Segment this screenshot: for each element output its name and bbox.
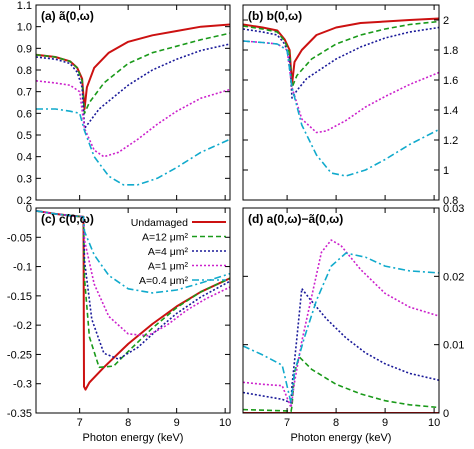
y-tick-label: 0.5 (17, 130, 32, 142)
plot-frame (242, 207, 440, 414)
y-tick-label: 0 (26, 203, 32, 215)
series-line (36, 209, 230, 391)
x-axis-title: Photon energy (keV) (83, 432, 184, 444)
legend-label: A=1 μm² (148, 261, 189, 273)
x-axis-title: Photon energy (keV) (291, 432, 392, 444)
series-line (243, 40, 439, 134)
y-tick-label: 0.8 (17, 65, 32, 77)
y-tick-label: 0.02 (443, 271, 464, 283)
panel-a (35, 4, 231, 201)
y-tick-label: 0.01 (443, 340, 464, 352)
y-tick-label: 0.7 (17, 87, 32, 99)
panel-title: (a) ã(0,ω) (41, 9, 94, 23)
x-tick-label: 9 (382, 417, 388, 429)
y-tick-label: 1.8 (443, 45, 458, 57)
y-tick-label: 1.6 (443, 75, 458, 87)
y-tick-label: -0.25 (7, 349, 32, 361)
y-tick-label: -0.15 (7, 291, 32, 303)
y-tick-label: 0.9 (17, 43, 32, 55)
y-tick-label: 0.03 (443, 203, 464, 215)
series-line (36, 210, 230, 337)
plot-frame (242, 4, 440, 201)
panel-c (35, 207, 231, 414)
legend-label: Undamaged (131, 217, 188, 229)
x-tick-label: 7 (77, 417, 83, 429)
series-line (243, 17, 439, 86)
series-line (243, 20, 439, 89)
series-line (243, 26, 439, 99)
panel-title: (c) c(0,ω) (41, 212, 94, 226)
x-tick-label: 10 (219, 417, 231, 429)
series-line (36, 210, 230, 360)
series-line (36, 32, 230, 115)
x-tick-label: 9 (174, 417, 180, 429)
series-line (36, 210, 230, 294)
series-line (243, 40, 439, 177)
x-tick-label: 8 (125, 417, 131, 429)
y-tick-label: -0.3 (13, 379, 32, 391)
series-line (36, 80, 230, 158)
x-tick-label: 8 (333, 417, 339, 429)
y-tick-label: 1.0 (17, 22, 32, 34)
legend (192, 221, 226, 281)
x-tick-label: 10 (428, 417, 440, 429)
y-tick-label: 1.4 (443, 105, 458, 117)
y-tick-label: 0.3 (17, 173, 32, 185)
plot-frame (35, 207, 231, 414)
y-tick-label: -0.35 (7, 408, 32, 420)
series-line (36, 23, 230, 110)
y-tick-label: 0.2 (17, 195, 32, 207)
legend-label: A=12 μm² (142, 232, 189, 244)
y-tick-label: 1.1 (17, 0, 32, 12)
series-line (36, 43, 230, 130)
y-tick-label: -0.2 (13, 320, 32, 332)
y-tick-label: 0.6 (17, 108, 32, 120)
series-line (243, 287, 439, 404)
panel-title: (b) b(0,ω) (248, 9, 302, 23)
y-tick-label: 0.4 (17, 152, 32, 164)
x-tick-label: 7 (284, 417, 290, 429)
y-tick-label: 2 (443, 15, 449, 27)
y-tick-label: -0.1 (13, 262, 32, 274)
legend-label: A=0.4 μm² (139, 275, 188, 287)
panel-title: (d) a(0,ω)−ã(0,ω) (248, 212, 343, 226)
y-tick-label: 1 (443, 165, 449, 177)
y-tick-label: -0.05 (7, 232, 32, 244)
y-tick-label: 0 (443, 408, 449, 420)
series-line (243, 252, 439, 404)
legend-label: A=4 μm² (148, 246, 189, 258)
series-line (36, 108, 230, 186)
panel-b (242, 4, 440, 201)
y-tick-label: 0.8 (443, 195, 458, 207)
panel-d (242, 207, 440, 414)
plot-frame (35, 4, 231, 201)
y-tick-label: 1.2 (443, 135, 458, 147)
series-line (243, 239, 439, 409)
